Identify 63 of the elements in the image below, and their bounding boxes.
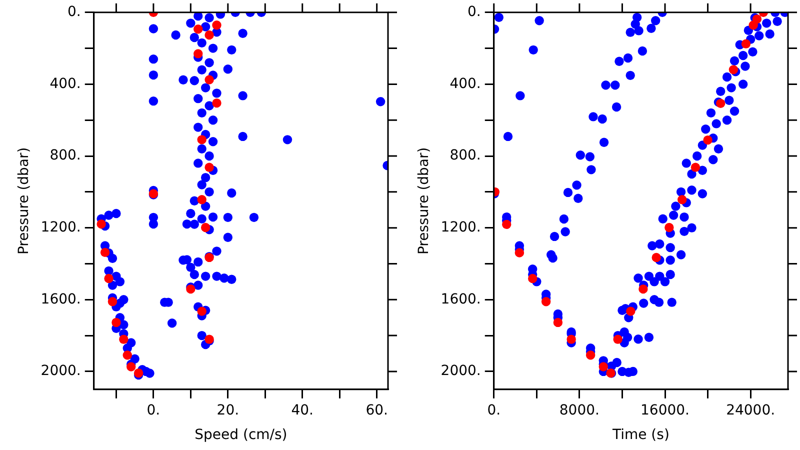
point — [528, 274, 538, 284]
y-tick-label: 800. — [50, 148, 81, 164]
point — [104, 274, 114, 284]
point — [204, 162, 214, 172]
point — [194, 49, 203, 58]
point — [212, 98, 222, 108]
y-tick-label: 400. — [50, 76, 81, 92]
point — [204, 75, 214, 84]
point — [586, 350, 596, 360]
x-axis-title: Speed (cm/s) — [194, 427, 288, 444]
point — [96, 219, 106, 229]
point — [678, 195, 687, 204]
point — [613, 334, 622, 344]
y-tick-label: 400. — [450, 76, 481, 92]
x-tick-label: 24000. — [726, 402, 776, 418]
y-axis-title: Pressure (dbar) — [416, 147, 432, 255]
point — [741, 39, 751, 48]
point — [200, 222, 210, 232]
point — [197, 306, 206, 316]
x-tick-label: 16000. — [640, 402, 690, 418]
x-tick-label: 20. — [216, 402, 240, 418]
y-tick-label: 2000. — [440, 363, 481, 380]
point — [664, 222, 674, 232]
x-tick-label: 0. — [487, 402, 501, 418]
y-tick-label: 2000. — [40, 363, 81, 380]
point — [703, 135, 712, 145]
point — [748, 20, 758, 30]
point — [566, 334, 576, 344]
y-tick-label: 0. — [468, 4, 481, 20]
y-tick-label: 1200. — [40, 219, 81, 236]
x-axis-title: Time (s) — [611, 427, 670, 444]
x-tick-label: 0. — [146, 402, 160, 418]
point — [690, 162, 700, 172]
point — [204, 30, 214, 40]
point — [194, 24, 203, 34]
y-tick-label: 0. — [68, 4, 81, 20]
y-tick-label: 800. — [450, 148, 481, 164]
x-tick-label: 60. — [366, 402, 388, 418]
point — [598, 362, 608, 372]
y-tick-label: 1600. — [40, 291, 81, 308]
x-tick-label: 8000. — [559, 402, 600, 418]
point — [652, 252, 661, 262]
point — [502, 220, 512, 230]
point — [108, 297, 118, 306]
point — [197, 195, 206, 204]
point — [553, 318, 563, 328]
point — [112, 318, 121, 328]
point — [100, 248, 110, 258]
point — [197, 135, 206, 144]
point — [122, 350, 132, 360]
point — [716, 98, 726, 108]
point — [728, 65, 738, 74]
point — [119, 334, 128, 344]
x-tick-label: 40. — [291, 402, 314, 418]
point — [626, 306, 636, 316]
point — [638, 284, 648, 294]
point — [126, 362, 136, 372]
y-tick-label: 1200. — [440, 219, 481, 236]
y-axis-title: Pressure (dbar) — [16, 147, 32, 255]
point — [514, 248, 524, 258]
y-tick-label: 1600. — [440, 291, 481, 308]
point — [541, 297, 551, 306]
point — [212, 20, 222, 30]
